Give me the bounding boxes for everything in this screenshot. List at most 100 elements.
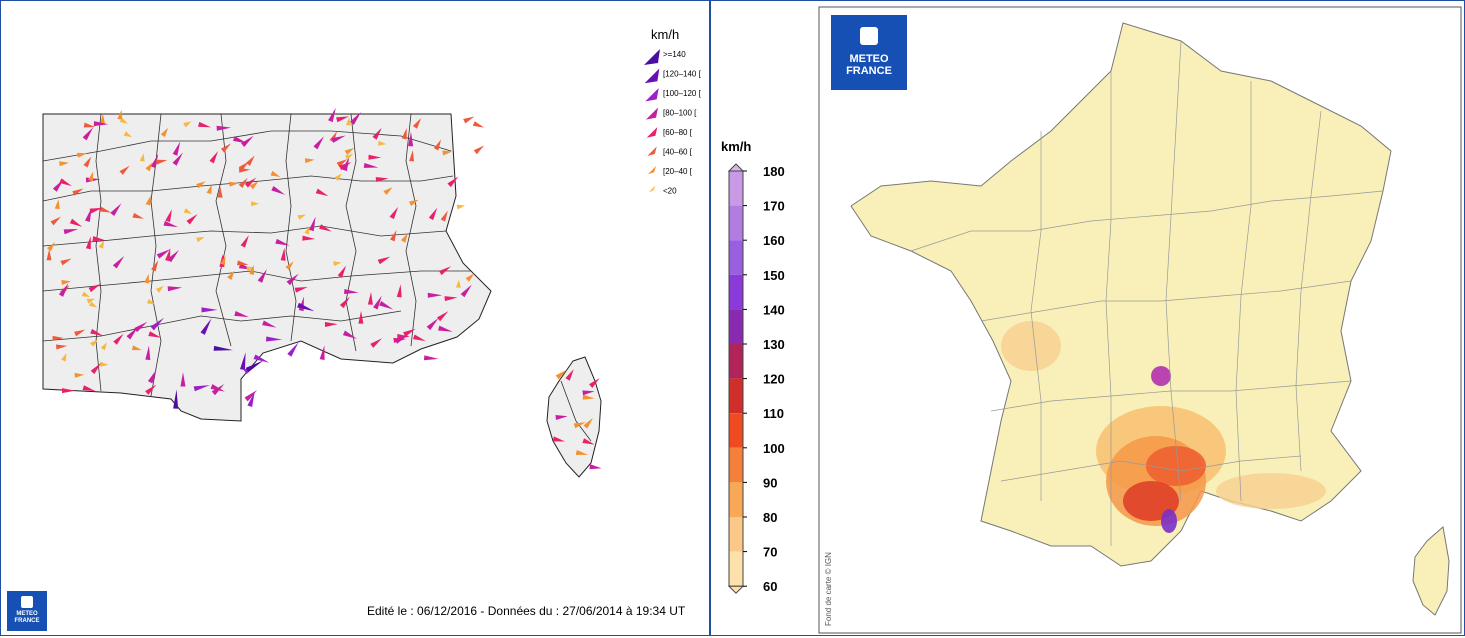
meteo-france-logo: METEO FRANCE bbox=[7, 591, 47, 631]
legend-label-7: <20 bbox=[663, 187, 677, 196]
wind-arrow bbox=[206, 184, 212, 195]
wind-arrow bbox=[442, 150, 453, 156]
wind-arrow bbox=[438, 266, 452, 276]
logo-line-1: METEO bbox=[16, 611, 38, 617]
logo-large-line-1: METEO bbox=[849, 53, 889, 65]
wind-arrow bbox=[132, 212, 144, 219]
wind-arrow bbox=[379, 300, 394, 310]
wind-arrow bbox=[460, 284, 472, 298]
wind-arrow bbox=[245, 360, 264, 373]
wind-arrow bbox=[372, 127, 382, 140]
legend-label-6: [20–40 [ bbox=[663, 167, 693, 176]
wind-arrow bbox=[236, 260, 249, 266]
wind-arrow bbox=[173, 389, 179, 409]
wind-arrow bbox=[193, 385, 210, 392]
wind-arrow bbox=[555, 415, 568, 421]
wind-arrow bbox=[74, 372, 85, 378]
wind-arrow bbox=[375, 177, 389, 183]
wind-arrow bbox=[401, 128, 407, 140]
colorbar-segment bbox=[729, 274, 743, 310]
wind-arrow bbox=[88, 283, 101, 293]
wind-arrow bbox=[368, 154, 382, 160]
colorbar-tick-label: 60 bbox=[763, 579, 777, 594]
wind-arrow bbox=[139, 153, 145, 162]
wind-arrow bbox=[99, 206, 112, 213]
legend-label-0: >=140 bbox=[663, 50, 686, 59]
wind-arrow bbox=[165, 209, 172, 223]
wind-arrow bbox=[196, 181, 206, 189]
wind-arrow bbox=[552, 436, 565, 442]
wind-arrow bbox=[350, 112, 362, 125]
legend-label-3: [80–100 [ bbox=[663, 109, 697, 118]
wind-arrow bbox=[394, 334, 409, 344]
wind-arrow bbox=[59, 161, 70, 167]
colorbar-unit: km/h bbox=[721, 139, 751, 154]
wind-arrow bbox=[319, 224, 332, 232]
wind-arrow bbox=[183, 208, 192, 215]
wind-arrow bbox=[117, 109, 123, 120]
colorbar-tick-label: 110 bbox=[763, 406, 784, 421]
wind-arrow bbox=[186, 213, 198, 225]
wind-arrow bbox=[163, 220, 179, 228]
wind-arrow bbox=[555, 369, 567, 380]
wind-arrow bbox=[433, 139, 442, 151]
wind-arrow bbox=[209, 151, 219, 164]
wind-arrow bbox=[285, 261, 294, 271]
wind-arrow bbox=[328, 107, 336, 123]
wind-arrow bbox=[167, 286, 183, 292]
colorbar-tick-label: 80 bbox=[763, 510, 777, 525]
wind-arrow bbox=[85, 236, 91, 250]
colorbar-segment bbox=[729, 447, 743, 483]
wind-arrow bbox=[156, 249, 171, 259]
colorbar-segment bbox=[729, 205, 743, 241]
wind-arrow bbox=[145, 345, 151, 361]
wind-arrow bbox=[227, 270, 235, 280]
wind-arrow bbox=[249, 181, 259, 190]
legend-arrow-1 bbox=[644, 68, 660, 84]
colorbar-segment bbox=[729, 517, 743, 552]
wind-arrow bbox=[240, 235, 249, 248]
wind-arrow bbox=[47, 242, 55, 252]
wind-arrow bbox=[313, 136, 325, 150]
wind-arrow bbox=[253, 354, 270, 363]
wind-arrow bbox=[436, 311, 449, 322]
colorbar-tick-label: 130 bbox=[763, 337, 785, 352]
wind-arrow bbox=[342, 156, 350, 172]
wind-arrow bbox=[266, 336, 283, 342]
colorbar-tick-label: 120 bbox=[763, 372, 785, 387]
wind-arrow bbox=[465, 273, 475, 282]
wind-arrow bbox=[83, 156, 92, 168]
wind-arrow bbox=[89, 301, 98, 308]
wind-arrow bbox=[358, 310, 364, 324]
wind-arrow bbox=[583, 417, 594, 429]
wind-arrow bbox=[287, 342, 299, 357]
regional-map-svg: km/h >=140 [120–140 [[100–120 [[80–100 [[… bbox=[42, 27, 702, 478]
colorbar-segment bbox=[729, 413, 743, 448]
wind-arrow bbox=[92, 236, 106, 242]
wind-arrow bbox=[72, 188, 84, 196]
wind-arrow bbox=[315, 188, 329, 197]
wind-arrow bbox=[196, 236, 205, 243]
legend-arrow-5 bbox=[647, 146, 657, 156]
wind-arrow bbox=[99, 113, 105, 124]
colorbar-tick-label: 90 bbox=[763, 475, 777, 490]
wind-arrow bbox=[83, 122, 96, 128]
wind-arrow bbox=[472, 121, 485, 128]
wind-speed-legend: >=140 [120–140 [[100–120 [[80–100 [[60–80… bbox=[644, 49, 702, 196]
wind-arrow bbox=[69, 218, 83, 227]
wind-arrow bbox=[373, 295, 382, 310]
wind-arrow bbox=[244, 177, 257, 188]
wind-arrow bbox=[229, 181, 239, 187]
colorbar-tick-label: 170 bbox=[763, 199, 785, 214]
wind-arrow bbox=[85, 207, 92, 223]
wind-arrow bbox=[81, 291, 91, 298]
wind-arrow bbox=[319, 345, 325, 360]
wind-arrow bbox=[146, 298, 156, 305]
wind-arrow bbox=[270, 170, 281, 177]
wind-arrow bbox=[324, 321, 338, 327]
edit-date-note: Edité le : 06/12/2016 - Données du : 27/… bbox=[367, 604, 686, 618]
wind-arrow bbox=[134, 321, 148, 333]
wind-arrow bbox=[82, 385, 96, 392]
wind-arrow bbox=[74, 329, 86, 337]
wind-arrow bbox=[100, 342, 108, 351]
